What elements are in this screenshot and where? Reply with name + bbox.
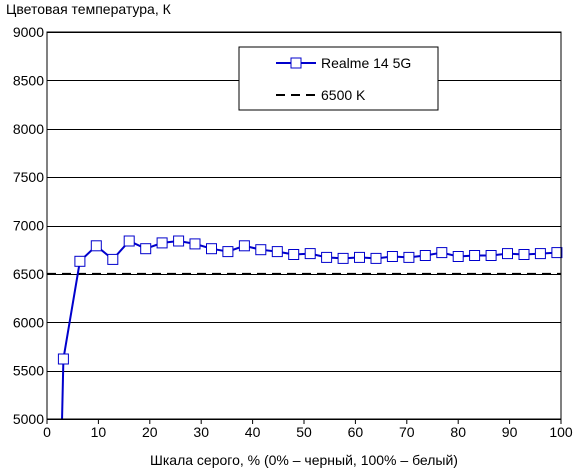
data-series <box>57 235 563 419</box>
x-tick-label: 50 <box>296 424 312 440</box>
data-point-realme <box>469 250 481 261</box>
data-point-realme <box>107 253 119 265</box>
data-point-realme <box>337 252 349 264</box>
x-tick-label: 0 <box>43 424 51 440</box>
x-tick-label: 80 <box>450 424 466 440</box>
legend-label-realme: Realme 14 5G <box>321 55 411 71</box>
data-point-realme <box>370 252 382 264</box>
data-point-realme <box>288 249 300 260</box>
y-axis-title: Цветовая температура, К <box>6 1 172 17</box>
data-point-realme <box>321 251 333 263</box>
data-point-realme <box>74 255 86 267</box>
data-point-realme <box>551 247 563 259</box>
x-tick-label: 100 <box>549 424 573 440</box>
data-point-realme <box>518 249 530 260</box>
data-point-realme <box>534 248 546 260</box>
x-tick-label: 40 <box>245 424 261 440</box>
x-axis-title: Шкала серого, % (0% – черный, 100% – бел… <box>150 452 458 468</box>
x-tick-label: 10 <box>91 424 107 440</box>
legend-label-6500k: 6500 K <box>321 87 366 103</box>
data-point-realme <box>452 251 464 262</box>
data-point-realme <box>502 248 513 260</box>
x-tick-label: 90 <box>502 424 518 440</box>
data-point-realme <box>304 248 316 260</box>
data-point-realme <box>222 246 234 258</box>
legend-box <box>238 46 439 111</box>
data-point-realme <box>173 235 185 247</box>
data-point-realme <box>206 243 217 255</box>
y-tick-label: 8000 <box>13 121 44 137</box>
data-point-realme <box>271 246 283 258</box>
data-point-realme <box>123 235 135 247</box>
y-tick-label: 9000 <box>13 24 44 40</box>
data-point-realme <box>485 250 497 261</box>
y-tick-label: 8500 <box>13 72 44 88</box>
data-point-realme <box>436 247 448 259</box>
legend-marker-realme <box>290 57 302 69</box>
x-tick-label: 70 <box>399 424 415 440</box>
y-tick-label: 7500 <box>13 169 44 185</box>
y-tick-label: 7000 <box>13 218 44 234</box>
x-tick-label: 30 <box>193 424 209 440</box>
data-point-realme <box>156 237 168 249</box>
data-point-realme <box>354 251 365 263</box>
data-point-realme <box>189 238 201 250</box>
data-point-realme <box>140 243 152 255</box>
y-tick-label: 6500 <box>13 266 44 282</box>
legend: Realme 14 5G 6500 K <box>238 46 439 111</box>
data-point-realme <box>57 353 69 365</box>
data-point-realme <box>386 251 398 262</box>
series-line-realme <box>61 239 557 419</box>
x-tick-label: 60 <box>348 424 364 440</box>
y-tick-label: 5500 <box>13 363 44 379</box>
data-point-realme <box>90 240 102 252</box>
x-tick-label: 20 <box>142 424 158 440</box>
y-tick-labels: 5000 5500 6000 6500 7000 7500 8000 8500 9000 <box>13 24 44 427</box>
data-point-realme <box>238 240 250 252</box>
y-tick-label: 6000 <box>13 314 44 330</box>
y-tick-label: 5000 <box>13 411 44 427</box>
data-point-realme <box>419 250 431 261</box>
data-point-realme <box>403 251 415 263</box>
x-tick-labels: 0 10 20 30 40 50 60 70 80 90 100 <box>43 419 573 440</box>
data-point-realme <box>255 244 267 256</box>
